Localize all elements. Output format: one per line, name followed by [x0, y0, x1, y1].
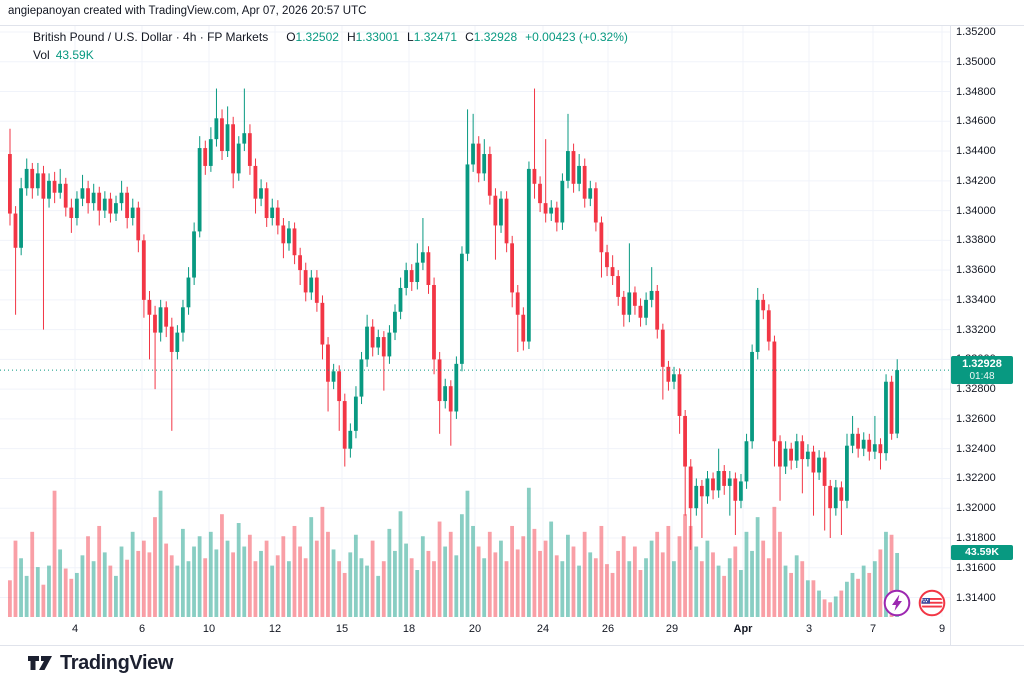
volume-label: Vol [33, 48, 50, 62]
price-tick-label: 1.31800 [956, 531, 996, 544]
tradingview-mark-icon [28, 656, 52, 670]
attribution-text: angiepanoyan created with TradingView.co… [8, 5, 367, 17]
time-tick-label: 6 [138, 623, 146, 635]
us-flag-icon [918, 589, 946, 617]
price-tick-label: 1.34000 [956, 204, 996, 217]
price-tick-label: 1.31600 [956, 561, 996, 574]
price-tick-label: 1.34800 [956, 85, 996, 98]
time-tick-label: 26 [601, 623, 615, 635]
volume-value: 43.59K [55, 48, 94, 62]
time-tick-label: 7 [869, 623, 877, 635]
time-tick-label: 18 [402, 623, 416, 635]
price-tick-label: 1.34400 [956, 145, 996, 158]
price-tick-label: 1.32200 [956, 472, 996, 485]
close-value: 1.32928 [473, 30, 518, 44]
time-tick-label: 20 [468, 623, 482, 635]
price-tick-label: 1.33200 [956, 323, 996, 336]
high-label: H [346, 30, 356, 44]
last-price-label: 1.32928 01:48 [951, 356, 1013, 385]
price-tick-label: 1.33800 [956, 234, 996, 247]
price-tick-label: 1.32400 [956, 442, 996, 455]
tradingview-logo[interactable]: TradingView [27, 651, 173, 675]
price-tick-label: 1.32000 [956, 502, 996, 515]
time-tick-label: 29 [665, 623, 679, 635]
time-tick-label: 10 [202, 623, 216, 635]
time-tick-label: Apr [733, 623, 753, 635]
price-tick-label: 1.33600 [956, 264, 996, 277]
price-tick-label: 1.34600 [956, 115, 996, 128]
time-tick-label: 15 [335, 623, 349, 635]
price-tick-label: 1.35000 [956, 55, 996, 68]
time-tick-label: 9 [938, 623, 946, 635]
last-price-value: 1.32928 [962, 358, 1002, 371]
high-value: 1.33001 [355, 30, 399, 44]
time-tick-label: 4 [71, 623, 79, 635]
low-value: 1.32471 [413, 30, 458, 44]
time-tick-label: 3 [805, 623, 813, 635]
instrument-flag-button[interactable] [918, 589, 946, 617]
close-label: C [465, 30, 474, 44]
open-value: 1.32502 [295, 30, 339, 44]
volume-axis-label: 43.59K [951, 544, 1013, 560]
tradingview-logo-text: TradingView [60, 651, 174, 674]
bar-countdown: 01:48 [969, 371, 995, 383]
lightning-icon [883, 589, 911, 617]
price-tick-label: 1.32600 [956, 412, 996, 425]
time-tick-label: 12 [268, 623, 282, 635]
volume-legend: Vol 43.59K [33, 48, 94, 62]
boost-button[interactable] [883, 589, 911, 617]
price-tick-label: 1.31400 [956, 591, 996, 604]
change-value: +0.00423 (+0.32%) [525, 30, 628, 44]
low-label: L [407, 30, 414, 44]
time-tick-label: 24 [536, 623, 550, 635]
symbol-title: British Pound / U.S. Dollar · 4h · FP Ma… [33, 30, 269, 44]
price-tick-label: 1.33400 [956, 293, 996, 306]
price-tick-label: 1.34200 [956, 174, 996, 187]
price-tick-label: 1.32800 [956, 383, 996, 396]
open-label: O [286, 30, 296, 44]
price-tick-label: 1.35200 [956, 25, 996, 38]
symbol-legend: British Pound / U.S. Dollar · 4h · FP Ma… [33, 30, 628, 44]
